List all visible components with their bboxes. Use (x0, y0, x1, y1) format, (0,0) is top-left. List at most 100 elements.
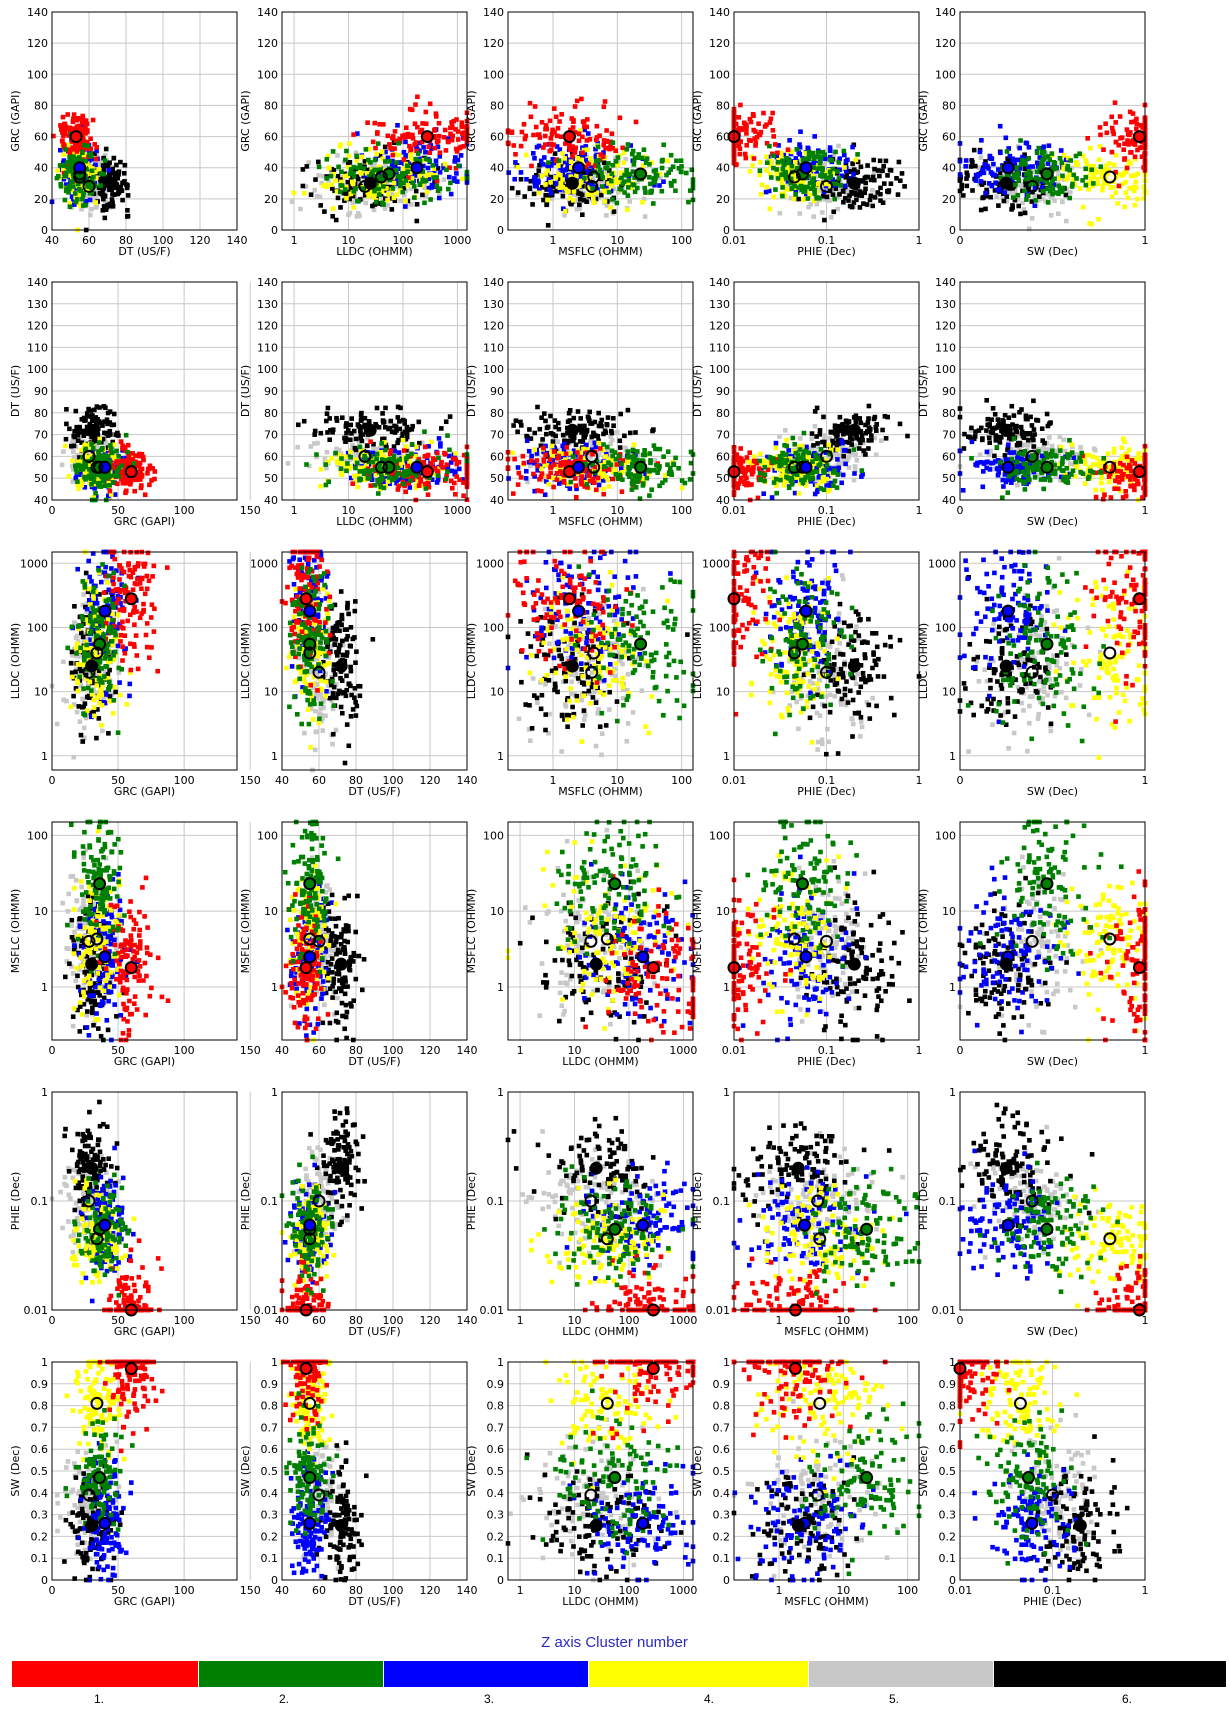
data-point (1087, 221, 1092, 226)
data-point (801, 197, 806, 202)
data-point (817, 195, 822, 201)
data-point (347, 141, 352, 146)
data-point (835, 169, 840, 174)
data-point (119, 188, 125, 193)
data-point (748, 119, 754, 125)
data-point (121, 180, 126, 185)
data-point (609, 131, 615, 136)
data-point (1034, 160, 1040, 166)
data-point (791, 196, 797, 201)
data-point (413, 140, 419, 145)
data-point (116, 187, 121, 193)
data-point (403, 178, 409, 183)
data-point (94, 152, 100, 158)
data-point (657, 175, 663, 181)
data-point (393, 167, 399, 173)
data-point (349, 416, 354, 421)
data-point (367, 476, 372, 481)
data-point (630, 148, 636, 154)
data-point (878, 198, 883, 203)
data-point (599, 192, 604, 198)
data-point (373, 185, 378, 190)
data-point (961, 193, 966, 198)
data-point (330, 206, 336, 211)
data-point (774, 167, 780, 172)
data-point (360, 186, 365, 191)
x-tick-label: 140 (227, 234, 248, 247)
data-point (539, 185, 545, 190)
data-point (359, 154, 365, 160)
data-point (512, 176, 517, 182)
data-point (1016, 157, 1021, 163)
data-point (812, 191, 817, 196)
data-point (1109, 114, 1114, 120)
data-point (988, 170, 994, 175)
data-point (822, 217, 827, 223)
data-point (1050, 191, 1055, 197)
data-point (736, 143, 742, 149)
data-point (550, 127, 555, 133)
data-point (357, 213, 362, 219)
data-point (838, 183, 844, 188)
data-point (629, 185, 634, 191)
data-point (410, 136, 416, 141)
data-point (1039, 185, 1045, 190)
centroid-cluster-3 (410, 161, 424, 175)
panel-dt-us-f-vs-lldc-ohmm: 1 10 100 1000405060708090100110120130140LLD… (239, 276, 471, 528)
data-point (561, 159, 567, 165)
data-point (574, 173, 579, 179)
data-point (661, 142, 666, 148)
data-point (94, 444, 100, 449)
data-point (427, 150, 433, 155)
y-tick-label: 90 (264, 385, 278, 398)
data-point (1049, 194, 1055, 200)
data-point (509, 129, 515, 135)
y-tick-label: 80 (716, 99, 730, 112)
data-point (822, 170, 827, 176)
data-point (885, 173, 890, 178)
data-point (821, 162, 827, 167)
data-point (308, 444, 314, 449)
data-point (896, 159, 902, 165)
data-point (528, 178, 534, 184)
data-point (333, 178, 338, 183)
data-point (994, 194, 999, 199)
data-point (125, 193, 131, 198)
y-tick-label: 130 (27, 298, 48, 311)
data-point (1040, 188, 1046, 194)
data-point (106, 161, 111, 167)
data-point (417, 182, 423, 187)
centroid-cluster-3 (572, 161, 586, 175)
data-point (1095, 177, 1100, 182)
data-point (1018, 138, 1023, 143)
data-point (768, 171, 773, 177)
data-point (394, 160, 399, 165)
data-point (1045, 192, 1050, 197)
data-point (556, 163, 561, 169)
data-point (312, 432, 317, 437)
data-point (548, 191, 554, 196)
data-point (448, 191, 454, 197)
data-point (434, 178, 440, 184)
y-tick-label: 40 (34, 494, 48, 507)
data-point (373, 145, 378, 151)
data-point (64, 421, 69, 427)
centroid-cluster-2 (1040, 167, 1054, 181)
data-point (368, 160, 373, 165)
data-point (1012, 190, 1018, 196)
data-point (574, 189, 580, 194)
data-point (453, 146, 459, 152)
data-point (81, 147, 86, 152)
data-point (1088, 145, 1093, 151)
data-point (335, 173, 341, 179)
data-point (1007, 153, 1013, 159)
data-point (376, 491, 381, 496)
data-point (367, 189, 372, 195)
data-point (359, 171, 364, 176)
data-point (454, 461, 460, 467)
data-point (423, 121, 429, 127)
data-point (841, 148, 847, 154)
data-point (537, 187, 542, 193)
data-point (387, 142, 392, 147)
